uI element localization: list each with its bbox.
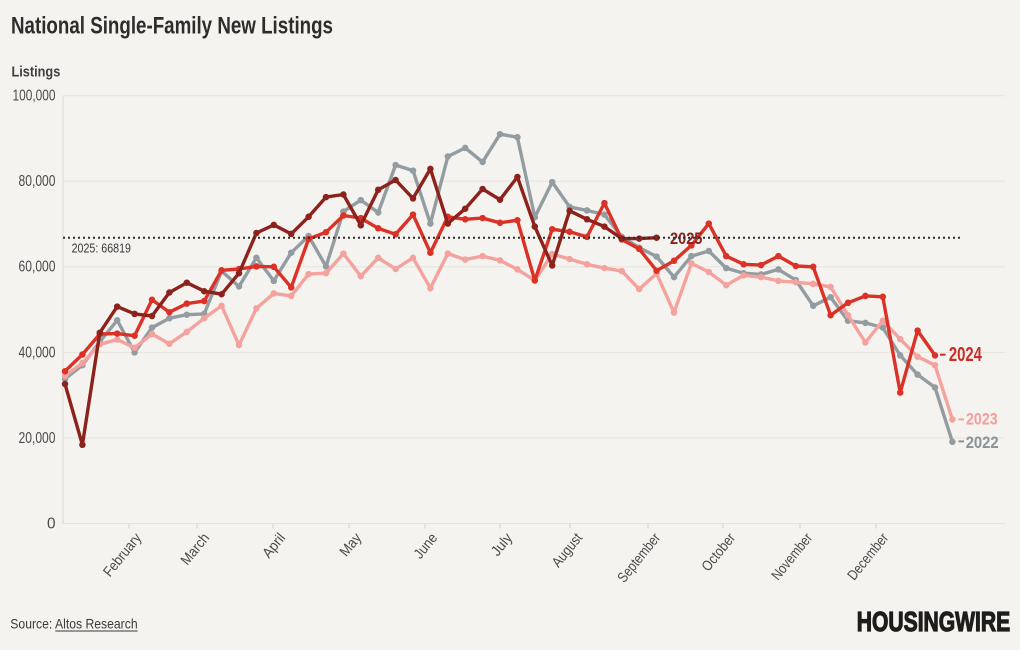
- svg-text:2024: 2024: [949, 344, 983, 366]
- svg-text:40,000: 40,000: [19, 344, 56, 361]
- svg-text:July: July: [488, 530, 516, 560]
- svg-text:June: June: [411, 530, 441, 562]
- svg-text:May: May: [337, 530, 366, 560]
- svg-text:April: April: [260, 530, 289, 561]
- svg-text:September: September: [615, 530, 664, 586]
- svg-text:2025: 66819: 2025: 66819: [72, 242, 131, 256]
- svg-text:Source: Altos Research: Source: Altos Research: [10, 616, 137, 632]
- svg-text:August: August: [549, 530, 586, 570]
- svg-text:2025: 2025: [670, 230, 702, 248]
- svg-text:Listings: Listings: [12, 63, 61, 80]
- svg-text:100,000: 100,000: [13, 88, 56, 105]
- svg-text:December: December: [845, 530, 892, 583]
- svg-text:HOUSINGWIRE: HOUSINGWIRE: [857, 606, 1010, 637]
- svg-text:60,000: 60,000: [19, 259, 56, 276]
- svg-text:October: October: [699, 530, 739, 574]
- svg-text:March: March: [178, 530, 213, 568]
- svg-text:80,000: 80,000: [19, 173, 56, 190]
- svg-text:February: February: [101, 530, 146, 580]
- svg-text:20,000: 20,000: [19, 430, 56, 447]
- svg-text:November: November: [769, 530, 816, 583]
- svg-text:0: 0: [47, 515, 56, 532]
- svg-text:2022: 2022: [966, 434, 999, 452]
- svg-text:National Single-Family New Lis: National Single-Family New Listings: [11, 13, 333, 40]
- svg-text:2023: 2023: [966, 411, 998, 429]
